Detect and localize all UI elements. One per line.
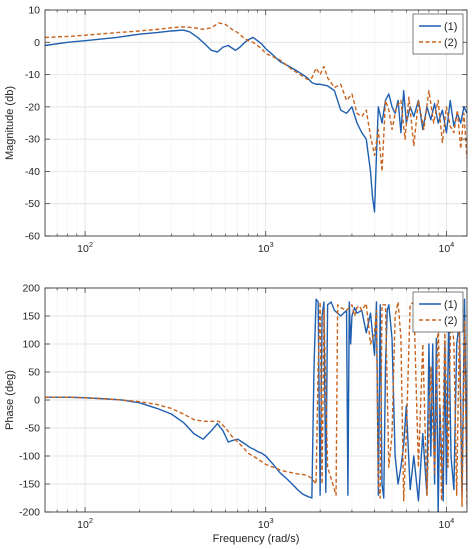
x-tick-exponent: 2 (89, 240, 93, 249)
series-line-2 (45, 22, 467, 173)
y-tick-label: 50 (28, 367, 40, 379)
legend-box (412, 13, 464, 55)
series-layer (45, 22, 467, 213)
y-axis-label: Magnitude (db) (4, 86, 16, 160)
tick-labels: 102 103 104 10 0 -10 -20 -30 -40 -50 -60 (25, 5, 455, 256)
plot-area (45, 10, 467, 236)
series-line-1 (45, 29, 467, 213)
tick-labels: 102 103 104 200 150 100 50 0 -50 -100 -150 -200 (19, 283, 454, 532)
y-tick-label: 10 (28, 5, 40, 17)
x-tick-label: 104 (438, 516, 454, 531)
y-tick-label: -60 (25, 231, 40, 243)
series-layer (45, 298, 467, 512)
axis-ticks (45, 9, 467, 237)
series-line-2 (45, 301, 467, 508)
y-tick-label: -30 (25, 134, 40, 146)
x-tick-exponent: 4 (450, 516, 454, 525)
y-tick-label: -20 (25, 101, 40, 113)
y-tick-label: 200 (22, 283, 40, 295)
x-tick-exponent: 4 (450, 240, 454, 249)
legend: (1) (2) (412, 13, 464, 55)
phase-plot: 102 103 104 200 150 100 50 0 -50 -100 -150 -200 Pha… (4, 283, 468, 545)
x-axis-label: Frequency (rad/s) (213, 533, 300, 545)
x-tick-label: 103 (258, 240, 274, 255)
plot-frame (44, 9, 468, 237)
y-tick-label: 100 (22, 339, 40, 351)
y-tick-label: -200 (19, 507, 40, 519)
y-tick-label: -50 (25, 423, 40, 435)
x-tick-exponent: 3 (270, 516, 274, 525)
y-axis-label: Phase (deg) (4, 370, 16, 430)
magnitude-plot: 102 103 104 10 0 -10 -20 -30 -40 -50 -60 Magnitude… (4, 5, 468, 256)
legend-label-series-1: (1) (444, 299, 457, 311)
legend-box (412, 291, 464, 333)
legend: (1) (2) (412, 291, 464, 333)
legend-label-series-2: (2) (444, 37, 457, 49)
x-tick-label: 104 (438, 240, 454, 255)
legend-label-series-2: (2) (444, 315, 457, 327)
y-tick-label: -40 (25, 166, 40, 178)
y-tick-label: 150 (22, 311, 40, 323)
x-tick-label: 102 (77, 240, 93, 255)
x-tick-label: 102 (77, 516, 93, 531)
x-tick-exponent: 3 (270, 240, 274, 249)
x-tick-exponent: 2 (89, 516, 93, 525)
y-tick-label: 0 (34, 37, 40, 49)
y-tick-label: -10 (25, 69, 40, 81)
y-tick-label: 0 (34, 395, 40, 407)
axis-ticks (45, 287, 467, 513)
y-tick-label: -150 (19, 479, 40, 491)
legend-label-series-1: (1) (444, 21, 457, 33)
y-tick-label: -50 (25, 198, 40, 210)
y-tick-label: -100 (19, 451, 40, 463)
x-tick-label: 103 (258, 516, 274, 531)
